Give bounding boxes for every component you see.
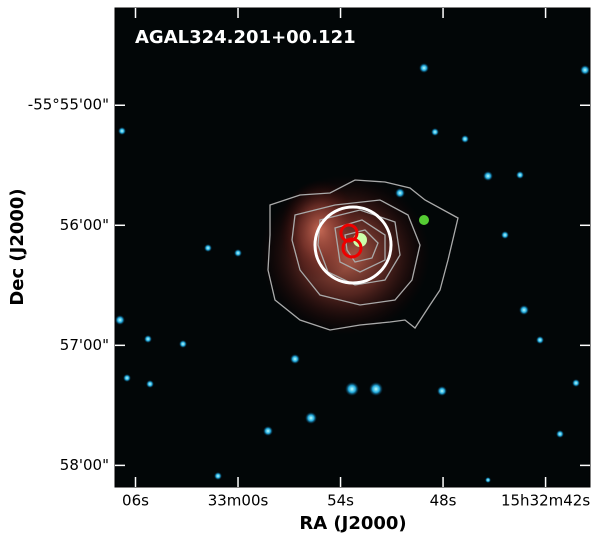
x-tick-label: 15h32m42s	[501, 492, 590, 510]
sky-image	[114, 7, 591, 488]
y-tick-label: -55°55'00"	[28, 96, 109, 114]
y-tick-label: 56'00"	[60, 216, 109, 234]
x-axis-label: RA (J2000)	[299, 513, 406, 534]
image-title: AGAL324.201+00.121	[135, 27, 356, 48]
x-tick-label: 06s	[122, 492, 149, 510]
y-tick-label: 58'00"	[60, 456, 109, 474]
x-tick-label: 48s	[430, 492, 457, 510]
y-axis-label: Dec (J2000)	[7, 188, 28, 305]
y-tick-label: 57'00"	[60, 336, 109, 354]
x-tick-label: 54s	[327, 492, 354, 510]
x-tick-label: 33m00s	[208, 492, 269, 510]
